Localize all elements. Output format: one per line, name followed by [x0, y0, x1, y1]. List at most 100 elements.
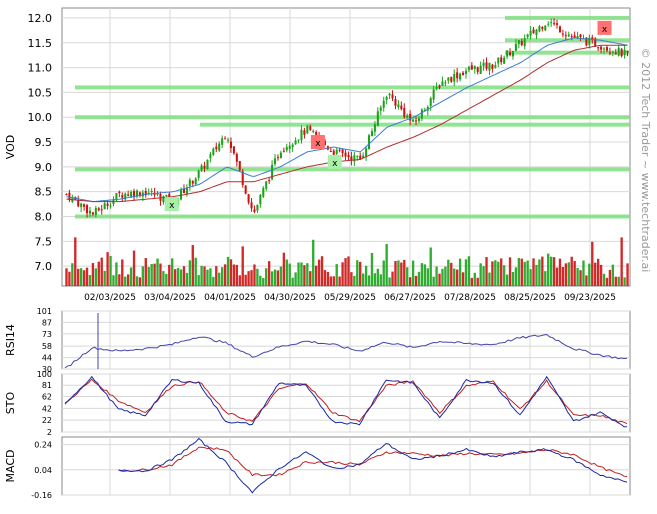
volume-bar	[235, 264, 239, 286]
volume-bar	[500, 258, 503, 286]
candle-body	[276, 157, 279, 159]
volume-bar	[488, 272, 491, 286]
y-tick-label: 8.0	[35, 211, 53, 224]
volume-bar	[350, 272, 353, 286]
candle-body	[470, 65, 473, 70]
volume-bar	[596, 258, 600, 286]
candle-body	[603, 48, 606, 50]
candle-body	[365, 148, 368, 157]
volume-bar	[582, 260, 585, 286]
candle-body	[429, 98, 432, 106]
candle-body	[285, 146, 288, 151]
candle-body	[353, 155, 356, 162]
volume-bar	[126, 274, 130, 286]
volume-bar	[608, 269, 612, 286]
volume-bar	[291, 277, 294, 286]
x-tick-label: 02/03/2025	[84, 293, 136, 303]
candle-body	[456, 72, 459, 79]
volume-bar	[338, 276, 341, 286]
y-tick-label: 10.0	[28, 111, 53, 124]
candle-body	[447, 77, 450, 81]
volume-bar	[397, 260, 400, 286]
volume-bar	[162, 271, 165, 286]
candle-body	[256, 204, 259, 211]
candle-body	[200, 165, 203, 171]
sto-y-tick-label: 2	[47, 428, 52, 437]
candle-body	[109, 205, 112, 207]
sell-marker-box	[597, 20, 612, 35]
candle-body	[376, 111, 379, 126]
volume-bar	[623, 277, 626, 286]
volume-bar	[497, 261, 500, 286]
volume-bar	[185, 272, 189, 286]
candle-body	[300, 129, 303, 141]
candle-body	[238, 160, 241, 171]
sto-panel	[61, 373, 631, 433]
candle-body	[332, 150, 335, 156]
candle-body	[556, 23, 559, 25]
rsi-y-tick-label: 87	[42, 318, 52, 327]
candle-body	[338, 149, 341, 151]
sto-y-tick-label: 81	[42, 381, 52, 390]
buy-marker-box	[327, 154, 342, 169]
rsi-y-tick-label: 30	[42, 365, 52, 374]
candle-body	[529, 30, 532, 36]
volume-bar	[147, 267, 150, 286]
sto-y-tick-label: 62	[42, 392, 52, 401]
macd-signal-line	[118, 446, 628, 477]
candle-body	[294, 140, 297, 145]
candle-body	[106, 203, 109, 206]
volume-bar	[394, 261, 397, 286]
ylabel-vod: VOD	[4, 135, 17, 159]
rsi-y-tick-label: 73	[42, 330, 52, 339]
volume-bar	[564, 263, 568, 286]
volume-bar	[270, 271, 274, 286]
volume-bar	[406, 267, 409, 286]
volume-bar	[579, 270, 582, 286]
volume-bar	[544, 271, 547, 286]
x-tick-label: 04/30/2025	[264, 293, 316, 303]
volume-bar	[335, 264, 338, 286]
x-tick-label: 08/25/2025	[504, 293, 556, 303]
volume-bar	[106, 252, 109, 286]
volume-bar	[179, 269, 183, 286]
candle-body	[514, 43, 517, 51]
volume-bar	[65, 268, 68, 286]
volume-bar	[323, 270, 327, 286]
volume-bar	[502, 265, 506, 286]
candle-body	[394, 99, 397, 106]
volume-bar	[173, 269, 177, 286]
volume-bar	[138, 277, 142, 286]
candle-body	[412, 119, 415, 122]
volume-bar	[359, 261, 362, 286]
volume-bar	[97, 261, 100, 286]
volume-bars	[65, 237, 629, 286]
volume-bar	[115, 262, 118, 286]
candle-body	[623, 49, 626, 56]
candle-body	[347, 155, 350, 158]
candle-body	[203, 165, 206, 169]
volume-bar	[549, 256, 553, 286]
sto-y-tick-label: 42	[42, 404, 52, 413]
rsi-panel	[61, 310, 631, 370]
candle-body	[403, 107, 406, 117]
candle-body	[526, 34, 529, 38]
ma-fast-line	[66, 37, 628, 203]
candle-body	[100, 209, 103, 211]
y-tick-label: 9.5	[35, 136, 53, 149]
candle-body	[503, 57, 506, 64]
volume-bar	[432, 276, 435, 286]
volume-bar	[611, 264, 615, 286]
candle-body	[550, 22, 553, 24]
volume-bar	[279, 266, 283, 286]
volume-bar	[588, 263, 591, 286]
volume-bar	[118, 274, 121, 286]
candle-body	[482, 62, 485, 67]
volume-bar	[282, 252, 286, 286]
candle-body	[406, 115, 409, 118]
volume-bar	[91, 263, 95, 286]
candle-body	[558, 26, 561, 33]
candle-body	[303, 130, 306, 135]
candle-body	[262, 188, 265, 197]
